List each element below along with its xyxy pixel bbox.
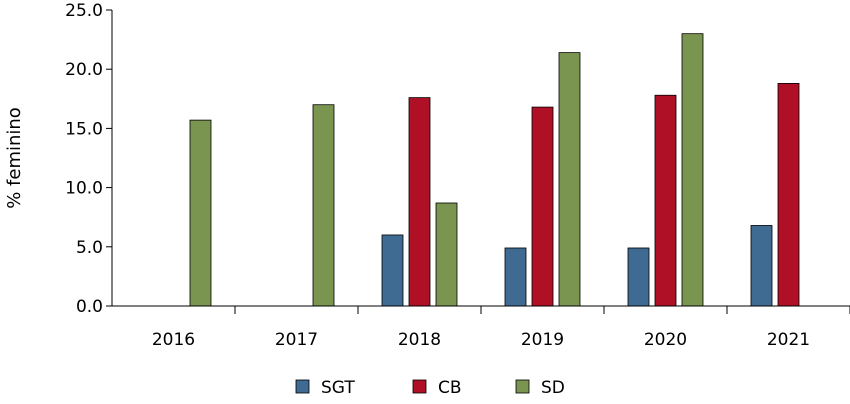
bar-sd-2016 (189, 119, 212, 307)
legend-label-sd: SD (541, 378, 565, 398)
y-tick-label: 5.0 (76, 238, 103, 258)
bar-sgt-2021 (750, 225, 773, 307)
bar-cb-2019 (531, 106, 554, 307)
bars-group (189, 33, 800, 307)
legend-swatch-sgt (295, 379, 310, 394)
y-axis-title: % feminino (4, 107, 25, 209)
bar-sd-2018 (435, 202, 458, 307)
x-tick-label-2016: 2016 (152, 330, 195, 350)
bar-sd-2017 (312, 104, 335, 307)
y-tick-label: 0.0 (76, 297, 103, 317)
bar-sd-2019 (558, 52, 581, 307)
bar-cb-2018 (408, 97, 431, 307)
legend: SGT CB SD (295, 378, 565, 398)
bar-sgt-2018 (381, 234, 404, 307)
x-tick-label-2021: 2021 (767, 330, 810, 350)
y-tick-label: 10.0 (65, 179, 103, 199)
x-tick-label-2018: 2018 (398, 330, 441, 350)
axes-group: 0.0 5.0 10.0 15.0 20.0 25.0 2016 2017 2018 2019 20… (65, 1, 850, 350)
x-tick-label-2019: 2019 (521, 330, 564, 350)
bar-cb-2020 (654, 94, 677, 307)
legend-swatch-sd (515, 379, 530, 394)
bar-sd-2020 (681, 33, 704, 307)
y-tick-label: 15.0 (65, 119, 103, 139)
bar-sgt-2019 (504, 247, 527, 307)
legend-label-sgt: SGT (321, 378, 355, 398)
y-tick-label: 20.0 (65, 60, 103, 80)
legend-swatch-cb (412, 379, 427, 394)
x-tick-label-2017: 2017 (275, 330, 318, 350)
y-tick-label: 25.0 (65, 1, 103, 21)
bar-sgt-2020 (627, 247, 650, 307)
x-tick-label-2020: 2020 (644, 330, 687, 350)
bar-cb-2021 (777, 83, 800, 307)
legend-label-cb: CB (438, 378, 462, 398)
